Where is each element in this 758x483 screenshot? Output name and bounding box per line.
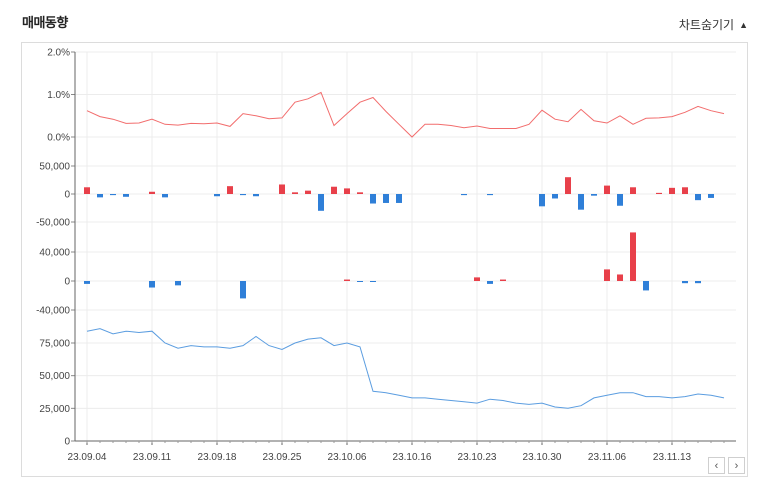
y-tick-label: 2.0% [47,48,70,59]
bar [279,184,285,194]
bar [97,194,103,198]
bar [357,192,363,194]
bar [604,185,610,194]
bar [149,281,155,288]
bar [84,281,90,284]
bar [591,194,597,196]
y-tick-label: -50,000 [36,218,70,229]
x-tick-label: 23.10.23 [458,452,497,463]
y-tick-label: 0 [64,190,70,201]
next-page-button[interactable]: › [728,457,745,474]
x-tick-label: 23.09.11 [133,452,172,463]
bar [149,191,155,194]
bar [474,277,480,281]
y-tick-label: -40,000 [36,306,70,317]
bar [682,187,688,194]
x-tick-label: 23.11.06 [588,452,627,463]
bar [110,194,116,196]
chart-frame [21,42,748,477]
bar [370,281,376,282]
panel-1: 50,000 0 -50,000 [36,162,736,229]
bar [552,194,558,199]
x-tick-label: 23.10.16 [393,452,432,463]
bar [500,279,506,281]
bar [461,194,467,196]
bar [487,281,493,284]
bar [253,194,259,197]
bar [565,177,571,194]
bar [643,281,649,291]
y-tick-label: 75,000 [39,339,70,350]
x-tick-label: 23.09.25 [263,452,302,463]
bar [630,232,636,281]
x-tick-label: 23.11.13 [653,452,692,463]
bar [344,188,350,194]
bar [669,187,675,194]
y-tick-label: 50,000 [39,371,70,382]
y-tick-label: 0 [64,437,70,448]
bar [708,194,714,198]
triangle-up-icon: ▲ [739,19,748,30]
bar [175,281,181,286]
bar [682,281,688,284]
bar [84,187,90,194]
bar [240,281,246,299]
section-title: 매매동향 [22,15,68,30]
x-tick-label: 23.10.06 [328,452,367,463]
bar [617,274,623,281]
prev-page-button[interactable]: ‹ [708,457,725,474]
hide-chart-button[interactable]: 차트숨기기 ▲ [679,16,748,33]
chevron-right-icon: › [734,459,739,472]
y-tick-label: 0.0% [47,133,70,144]
bar [162,194,168,198]
bar [695,194,701,201]
bar [604,269,610,281]
bar [656,192,662,194]
bar [487,194,493,196]
bar [331,186,337,194]
bar [344,279,350,281]
panel-3: 75,000 50,000 25,000 0 [39,328,736,448]
hide-chart-label: 차트숨기기 [678,18,735,32]
bar [318,194,324,211]
x-tick-label: 23.09.18 [198,452,237,463]
bar [617,194,623,206]
x-tick-label: 23.09.04 [68,452,107,463]
bar [630,187,636,194]
y-tick-label: 50,000 [39,162,70,173]
y-tick-label: 0 [64,277,70,288]
y-tick-label: 40,000 [39,248,70,259]
bar [370,194,376,204]
panel-2: 40,000 0 -40,000 [36,232,736,317]
y-tick-label: 1.0% [47,90,70,101]
bar [240,194,246,196]
bar [214,194,220,197]
bar [396,194,402,203]
bar [305,190,311,194]
bar [292,192,298,194]
y-tick-label: 25,000 [39,404,70,415]
series-line [86,91,725,138]
bar [123,194,129,197]
bar [357,281,363,282]
x-tick-label: 23.10.30 [523,452,562,463]
bar [227,186,233,194]
bar [695,281,701,284]
bar [383,194,389,203]
bar [539,194,545,207]
chevron-left-icon: ‹ [714,459,719,472]
series-line [86,328,725,409]
panel-0: 2.0% 1.0% 0.0% [47,48,736,144]
bar [578,194,584,210]
